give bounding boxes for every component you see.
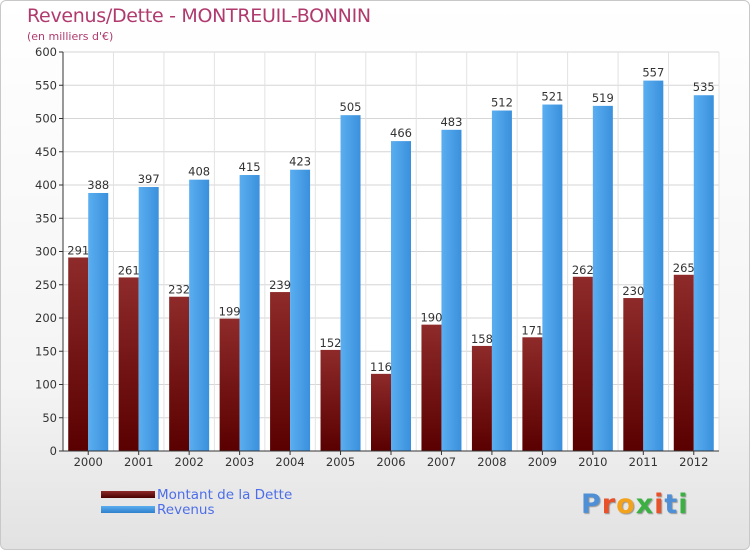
y-tick-label: 150 [35,344,57,358]
bar-debt [421,324,442,451]
data-label-revenue: 519 [592,91,614,105]
y-tick-label: 300 [35,245,57,259]
bar-revenue [441,129,462,451]
x-tick-label: 2009 [528,455,557,469]
data-label-debt: 261 [118,263,140,277]
data-label-debt: 232 [168,283,190,297]
legend-item-debt: Montant de la Dette [101,486,293,503]
data-label-debt: 199 [219,305,241,319]
logo-letter: P [581,489,602,520]
bar-debt [522,337,543,451]
bar-debt [623,298,644,451]
data-label-debt: 116 [370,360,392,374]
proxiti-logo: Proxiti [581,489,689,520]
data-label-revenue: 521 [541,90,563,104]
data-label-revenue: 535 [693,80,715,94]
bar-debt [371,373,391,451]
x-tick-label: 2010 [578,455,607,469]
bar-debt [320,349,341,451]
bar-debt [118,277,139,451]
bar-revenue [592,105,613,452]
data-label-revenue: 388 [87,178,109,192]
data-label-debt: 262 [572,263,594,277]
data-label-debt: 291 [67,243,89,257]
y-tick-label: 450 [35,145,57,159]
y-tick-label: 50 [42,411,57,425]
data-label-revenue: 505 [340,100,362,114]
y-tick-label: 350 [35,211,57,225]
data-label-debt: 190 [420,311,442,325]
logo-letter: t [664,489,679,520]
bar-revenue [340,115,361,452]
x-tick-label: 2006 [376,455,405,469]
legend-item-revenue: Revenus [101,501,292,518]
bar-revenue [643,80,664,451]
data-label-revenue: 466 [390,126,412,140]
bar-debt [572,276,593,451]
chart-title: Revenus/Dette - MONTREUIL-BONNIN [27,5,371,27]
x-tick-label: 2003 [225,455,254,469]
data-label-debt: 171 [521,323,543,337]
x-tick-label: 2004 [275,455,304,469]
bar-revenue [88,192,109,452]
bar-debt [68,257,89,451]
data-label-debt: 239 [269,278,291,292]
bar-revenue [189,179,210,451]
data-label-debt: 230 [622,284,644,298]
data-label-revenue: 408 [188,165,210,179]
data-label-revenue: 557 [642,66,664,80]
logo-letter: o [616,489,636,520]
bar-debt [471,345,492,451]
bar-debt [673,274,694,451]
bar-revenue [391,141,411,452]
data-label-revenue: 415 [239,160,261,174]
y-tick-label: 600 [35,45,57,59]
bar-revenue [542,104,563,451]
data-label-debt: 158 [471,332,493,346]
logo-letter: r [601,489,617,520]
data-label-debt: 265 [673,261,695,275]
bar-debt [270,292,291,451]
bar-revenue [693,95,714,451]
logo-letter: i [654,489,665,520]
x-tick-label: 2002 [175,455,204,469]
x-tick-label: 2012 [679,455,708,469]
y-tick-label: 250 [35,278,57,292]
data-label-revenue: 423 [289,155,311,169]
bar-revenue [290,169,311,451]
legend-swatch-debt [101,491,155,498]
x-tick-label: 2011 [629,455,658,469]
legend-swatch-revenue [101,506,155,513]
y-tick-label: 100 [35,378,57,392]
data-label-revenue: 397 [138,172,160,186]
chart-subtitle: (en milliers d'€) [27,30,114,43]
bar-revenue [491,110,512,452]
data-label-revenue: 512 [491,96,513,110]
data-label-revenue: 483 [440,115,462,129]
legend-label-debt: Montant de la Dette [157,486,293,503]
x-tick-label: 2001 [124,455,153,469]
x-tick-label: 2005 [326,455,355,469]
chart-legend: Montant de la Dette Revenus [101,486,293,518]
y-tick-label: 500 [35,112,57,126]
bar-revenue [138,186,159,451]
logo-letter: x [635,489,655,520]
x-tick-label: 2008 [477,455,506,469]
y-tick-label: 0 [50,444,57,458]
y-tick-label: 200 [35,311,57,325]
x-tick-label: 2007 [427,455,456,469]
bar-revenue [239,175,260,451]
x-tick-label: 2000 [74,455,103,469]
legend-label-revenue: Revenus [157,501,215,518]
logo-letter: i [678,489,689,520]
bar-debt [219,318,240,451]
bar-debt [169,296,190,451]
y-tick-label: 400 [35,178,57,192]
data-label-debt: 152 [320,336,342,350]
y-tick-label: 550 [35,78,57,92]
